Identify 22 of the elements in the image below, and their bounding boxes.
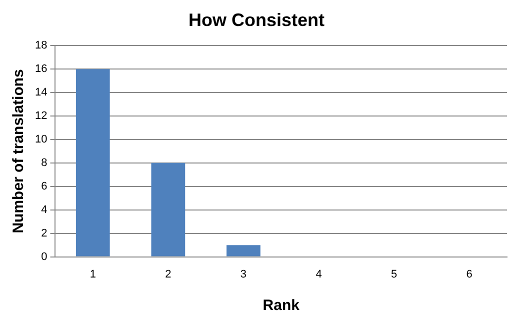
y-axis-title: Number of translations: [10, 69, 28, 234]
x-tick-label: 5: [390, 268, 398, 280]
y-tick-label: 12: [34, 110, 48, 122]
x-tick-label: 6: [466, 268, 472, 280]
y-tick-label: 10: [34, 134, 48, 146]
y-tick-label: 4: [41, 204, 48, 216]
y-tick-label: 2: [41, 227, 48, 240]
y-tick-label: 8: [41, 156, 48, 169]
y-tick-label: 16: [34, 63, 48, 76]
y-tick-label: 18: [34, 40, 48, 52]
bar: [76, 69, 110, 256]
y-tick-label: 14: [34, 86, 48, 99]
x-axis-title: Rank: [262, 297, 300, 314]
x-tick-label: 2: [165, 268, 172, 280]
x-tick-label: 4: [316, 268, 322, 280]
bar: [151, 162, 186, 256]
y-tick-label: 6: [41, 180, 48, 192]
x-tick-label: 3: [240, 268, 247, 280]
bar: [226, 245, 260, 256]
x-tick-label: 1: [90, 268, 96, 280]
chart-title: How Consistent: [188, 10, 325, 30]
y-tick-label: 0: [41, 250, 48, 263]
